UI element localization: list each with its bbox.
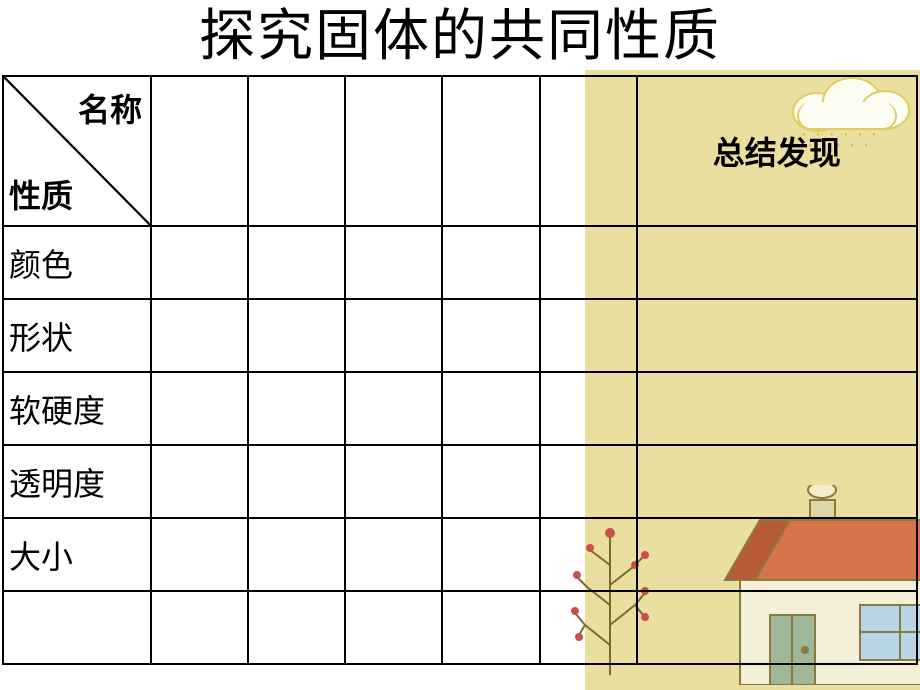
name-col-1 (151, 76, 248, 226)
table-row: 颜色 (3, 226, 917, 299)
corner-top-label: 名称 (78, 85, 142, 131)
name-col-3 (345, 76, 442, 226)
table-row: 透明度 (3, 445, 917, 518)
table-row: 软硬度 (3, 372, 917, 445)
property-label: 软硬度 (3, 372, 151, 445)
table-header-row: 名称 性质 总结发现 (3, 76, 917, 226)
property-label: 透明度 (3, 445, 151, 518)
name-col-4 (442, 76, 539, 226)
table-row: 大小 (3, 518, 917, 591)
table-row: 形状 (3, 299, 917, 372)
table-row (3, 591, 917, 664)
properties-table: 名称 性质 总结发现 颜色 形状 软硬度 透明度 大小 (2, 75, 918, 665)
name-col-5 (540, 76, 637, 226)
corner-cell: 名称 性质 (3, 76, 151, 226)
property-label: 大小 (3, 518, 151, 591)
property-label: 形状 (3, 299, 151, 372)
slide: • • • • • • • • • • • (0, 0, 920, 690)
slide-title: 探究固体的共同性质 (0, 0, 920, 75)
name-col-2 (248, 76, 345, 226)
property-label: 颜色 (3, 226, 151, 299)
property-label (3, 591, 151, 664)
corner-bottom-label: 性质 (9, 171, 73, 217)
summary-header: 总结发现 (637, 76, 917, 226)
